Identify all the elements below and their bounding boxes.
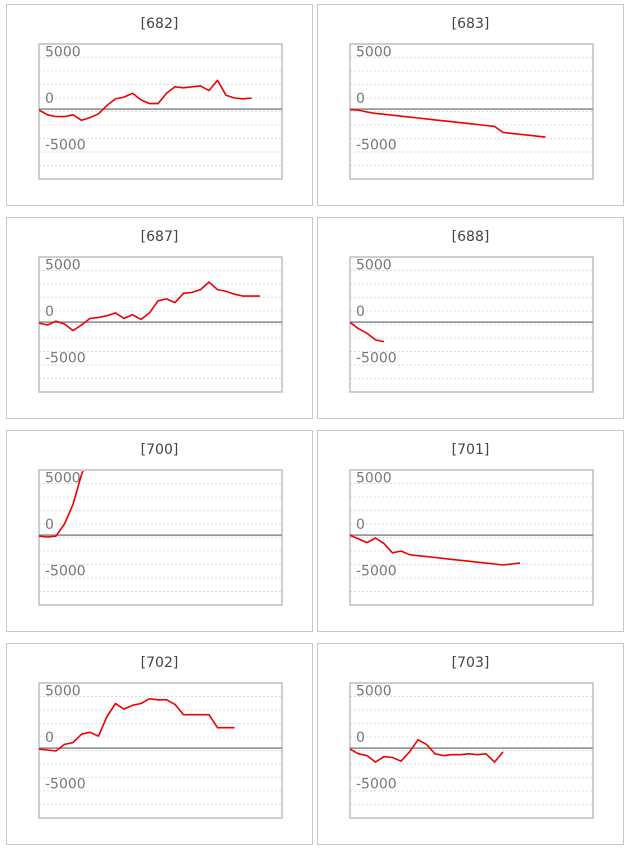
y-tick-label: 5000 — [45, 45, 81, 61]
plot-frame — [38, 256, 283, 393]
line-chart: 5000 0 -5000 — [38, 682, 283, 819]
y-tick-label: -5000 — [45, 138, 86, 154]
y-tick-label: 0 — [45, 517, 54, 533]
series-line — [350, 739, 504, 763]
y-tick-label: 5000 — [356, 45, 392, 61]
chart-title: [682] — [140, 16, 179, 32]
line-chart: 5000 0 -5000 — [38, 469, 283, 606]
line-chart: 5000 0 -5000 — [349, 256, 594, 393]
series-line — [350, 321, 385, 343]
line-chart: 5000 0 -5000 — [349, 43, 594, 180]
chart-panel: [702] 5000 0 -5000 — [6, 643, 313, 845]
y-tick-label: -5000 — [45, 564, 86, 580]
y-tick-label: -5000 — [356, 351, 397, 367]
y-tick-label: 5000 — [356, 471, 392, 487]
y-tick-label: 0 — [45, 730, 54, 746]
y-tick-label: 0 — [356, 91, 365, 107]
plot-frame — [38, 43, 283, 180]
chart-panel: [700] 5000 0 -5000 — [6, 430, 313, 632]
chart-title: [701] — [451, 442, 490, 458]
y-tick-label: -5000 — [356, 138, 397, 154]
y-tick-label: 0 — [356, 304, 365, 320]
plot-frame — [349, 682, 594, 819]
y-tick-label: 5000 — [45, 684, 81, 700]
line-chart: 5000 0 -5000 — [349, 682, 594, 819]
y-tick-label: 5000 — [356, 684, 392, 700]
line-chart: 5000 0 -5000 — [38, 43, 283, 180]
plot-frame — [349, 43, 594, 180]
chart-title: [683] — [451, 16, 490, 32]
y-tick-label: -5000 — [45, 777, 86, 793]
chart-panel: [682] 5000 0 -5000 — [6, 4, 313, 206]
y-tick-label: -5000 — [356, 777, 397, 793]
chart-title: [700] — [140, 442, 179, 458]
chart-title: [688] — [451, 229, 490, 245]
chart-panel: [688] 5000 0 -5000 — [317, 217, 624, 419]
series-line — [350, 108, 546, 138]
series-line — [39, 471, 84, 538]
y-tick-label: 5000 — [356, 258, 392, 274]
y-tick-label: -5000 — [45, 351, 86, 367]
chart-panel: [703] 5000 0 -5000 — [317, 643, 624, 845]
series-line — [39, 697, 235, 752]
y-tick-label: 0 — [356, 730, 365, 746]
chart-title: [687] — [140, 229, 179, 245]
y-tick-label: 5000 — [45, 258, 81, 274]
chart-panel: [683] 5000 0 -5000 — [317, 4, 624, 206]
plot-frame — [349, 256, 594, 393]
y-tick-label: 0 — [45, 91, 54, 107]
plot-frame — [38, 469, 283, 606]
series-line — [39, 79, 252, 122]
line-chart: 5000 0 -5000 — [38, 256, 283, 393]
plot-frame — [38, 682, 283, 819]
y-tick-label: 0 — [356, 517, 365, 533]
chart-panel: [701] 5000 0 -5000 — [317, 430, 624, 632]
y-tick-label: -5000 — [356, 564, 397, 580]
series-line — [39, 281, 260, 332]
line-chart: 5000 0 -5000 — [349, 469, 594, 606]
chart-panel: [687] 5000 0 -5000 — [6, 217, 313, 419]
plot-frame — [349, 469, 594, 606]
chart-title: [703] — [451, 655, 490, 671]
y-tick-label: 0 — [45, 304, 54, 320]
series-line — [350, 534, 521, 566]
chart-title: [702] — [140, 655, 179, 671]
y-tick-label: 5000 — [45, 471, 81, 487]
